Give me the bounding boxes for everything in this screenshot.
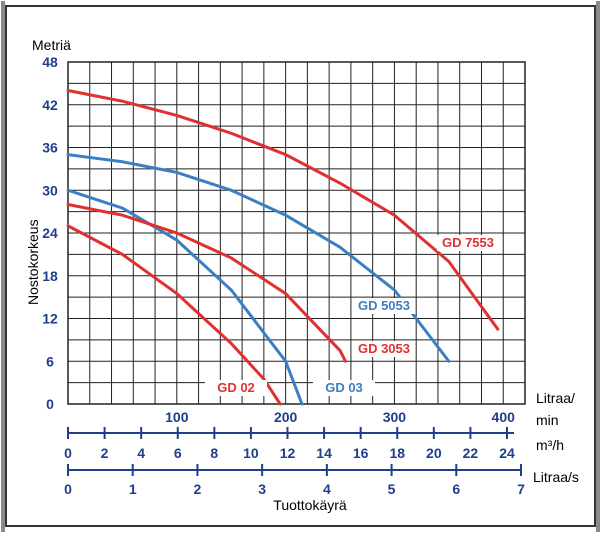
curve-label: GD 5053 xyxy=(358,298,410,313)
x-tick-m3h: 18 xyxy=(389,445,405,461)
x-tick-ls: 4 xyxy=(323,481,331,497)
x-tick-m3h: 14 xyxy=(316,445,332,461)
curve-label-bg xyxy=(313,380,375,396)
x-tick-ls: 6 xyxy=(452,481,460,497)
x-axis-m3h-ticks: 0 2 4 6 8 10 12 14 16 18 20 22 24 xyxy=(64,427,515,461)
x-tick-lpm: 300 xyxy=(383,409,407,425)
x-axis-label: Tuottokäyrä xyxy=(273,497,347,513)
y-tick-label: 18 xyxy=(42,268,58,284)
y-tick-label: 0 xyxy=(46,396,54,412)
curve-label-bg xyxy=(205,380,267,396)
curve-label: GD 03 xyxy=(325,380,363,395)
curve-label: GD 7553 xyxy=(442,235,494,250)
left-edge xyxy=(1,1,5,532)
x-tick-lpm: 400 xyxy=(492,409,516,425)
plot-frame xyxy=(67,61,526,405)
x-tick-ls: 2 xyxy=(194,481,202,497)
curve-gd-3053 xyxy=(66,203,347,363)
x-tick-m3h: 22 xyxy=(463,445,479,461)
x-tick-ls: 5 xyxy=(388,481,396,497)
x-tick-m3h: 0 xyxy=(64,445,72,461)
x-axis-ls-ticks: 0 1 2 3 4 5 6 7 xyxy=(64,464,525,497)
x-axis-lpm-unit-1: Litraa/ xyxy=(536,390,575,406)
x-tick-ls: 3 xyxy=(258,481,266,497)
curve-label-bg xyxy=(437,235,499,251)
x-axis-ls-unit: Litraa/s xyxy=(533,469,579,485)
y-tick-label: 12 xyxy=(42,311,58,327)
x-tick-m3h: 20 xyxy=(426,445,442,461)
x-tick-m3h: 8 xyxy=(210,445,218,461)
x-tick-lpm: 100 xyxy=(165,409,189,425)
y-tick-label: 6 xyxy=(46,353,54,369)
x-axis-lpm-ticks: 100 200 300 400 xyxy=(165,409,515,425)
curve-label: GD 02 xyxy=(217,380,255,395)
x-tick-m3h: 12 xyxy=(280,445,296,461)
y-tick-label: 48 xyxy=(42,54,58,70)
y-tick-label: 30 xyxy=(42,182,58,198)
curve-gd-03 xyxy=(66,188,304,406)
y-tick-label: 42 xyxy=(42,97,58,113)
x-tick-ls: 7 xyxy=(517,481,525,497)
x-tick-m3h: 16 xyxy=(353,445,369,461)
curve-label-bg xyxy=(353,341,415,357)
x-tick-ls: 1 xyxy=(129,481,137,497)
x-tick-ls: 0 xyxy=(64,481,72,497)
right-edge xyxy=(596,1,600,532)
x-tick-m3h: 2 xyxy=(101,445,109,461)
curve-gd-5053 xyxy=(66,153,451,363)
x-tick-m3h: 4 xyxy=(137,445,145,461)
chart-border xyxy=(5,5,596,527)
x-tick-m3h: 24 xyxy=(499,445,515,461)
y-tick-label: 36 xyxy=(42,140,58,156)
y-tick-label: 24 xyxy=(42,225,58,241)
x-tick-lpm: 200 xyxy=(274,409,298,425)
y-axis-label: Nostokorkeus xyxy=(25,219,41,305)
curve-label-bg xyxy=(353,298,415,314)
y-tick-labels: 48 42 36 30 24 18 12 6 0 xyxy=(42,54,58,412)
curve-label: GD 3053 xyxy=(358,341,410,356)
pump-curves: GD 02 GD 03 GD 3053 GD 5053 GD 7553 xyxy=(66,89,500,406)
curve-gd-7553 xyxy=(66,89,500,331)
x-axis-lpm-unit-2: min xyxy=(536,412,559,428)
x-tick-m3h: 10 xyxy=(243,445,259,461)
x-axis-m3h-unit: m³/h xyxy=(536,437,564,453)
y-axis-top-label: Metriä xyxy=(32,37,71,53)
x-tick-m3h: 6 xyxy=(174,445,182,461)
grid xyxy=(67,61,526,405)
